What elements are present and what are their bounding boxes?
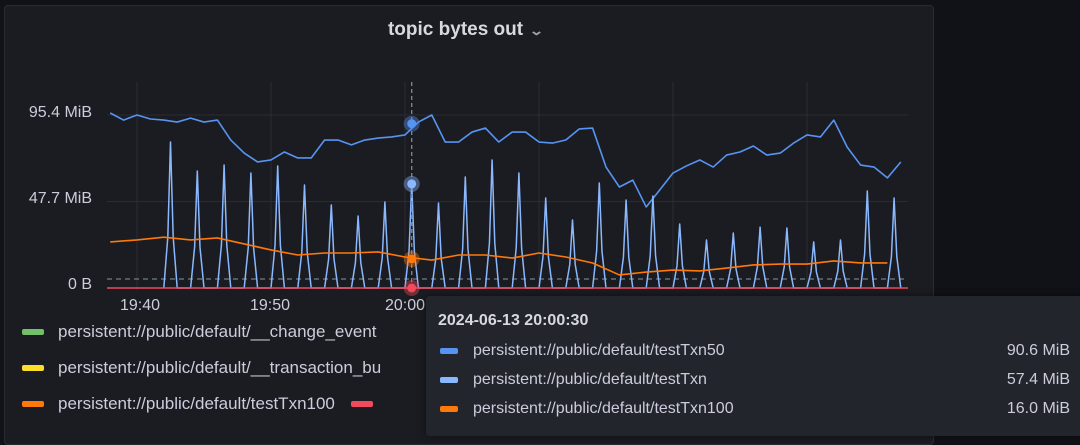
legend-swatch[interactable]	[350, 401, 373, 407]
tooltip-row: persistent://public/default/testTxn50 90.…	[440, 340, 1070, 362]
panel-title[interactable]: topic bytes out ⌄	[0, 19, 930, 41]
legend-swatch	[22, 365, 44, 371]
panel-title-text: topic bytes out	[387, 19, 524, 40]
chevron-down-icon[interactable]: ⌄	[528, 23, 545, 38]
legend-item[interactable]: persistent://public/default/__transactio…	[22, 358, 381, 378]
legend-label: persistent://public/default/__change_eve…	[58, 322, 377, 341]
hover-point	[407, 283, 417, 293]
hover-point	[407, 254, 417, 264]
y-tick-label: 95.4 MiB	[28, 104, 92, 121]
y-tick-label: 0 B	[67, 276, 92, 293]
tooltip-row: persistent://public/default/testTxn100 16…	[440, 398, 1070, 420]
hover-point	[407, 119, 417, 129]
tooltip-series-label: persistent://public/default/testTxn100	[473, 400, 734, 417]
tooltip-timestamp: 2024-06-13 20:00:30	[438, 312, 589, 329]
hover-tooltip: 2024-06-13 20:00:30 persistent://public/…	[426, 296, 1080, 436]
series-line	[163, 141, 902, 289]
legend-label: persistent://public/default/testTxn100	[58, 394, 335, 413]
tooltip-value: 16.0 MiB	[1006, 400, 1070, 417]
series-swatch	[440, 377, 458, 383]
legend-swatch	[22, 329, 44, 335]
series-swatch	[440, 406, 458, 412]
legend-item[interactable]: persistent://public/default/testTxn100	[22, 394, 387, 414]
tooltip-value: 57.4 MiB	[1006, 371, 1070, 388]
series-line	[109, 112, 902, 208]
hover-point	[407, 179, 417, 189]
x-tick-label: 20:00	[384, 297, 426, 314]
tooltip-series-label: persistent://public/default/testTxn50	[473, 342, 725, 359]
series-swatch	[440, 348, 458, 354]
time-series-chart[interactable]	[0, 0, 1080, 428]
legend-swatch	[22, 401, 44, 407]
y-tick-label: 47.7 MiB	[28, 190, 92, 207]
series-line	[110, 236, 888, 276]
x-tick-label: 19:50	[249, 297, 291, 314]
tooltip-series-label: persistent://public/default/testTxn	[473, 371, 707, 388]
tooltip-row: persistent://public/default/testTxn 57.4 …	[440, 369, 1070, 391]
tooltip-value: 90.6 MiB	[1006, 342, 1070, 359]
legend-label: persistent://public/default/__transactio…	[58, 358, 382, 377]
x-tick-label: 19:40	[119, 297, 161, 314]
legend-item[interactable]: persistent://public/default/__change_eve…	[22, 322, 377, 342]
